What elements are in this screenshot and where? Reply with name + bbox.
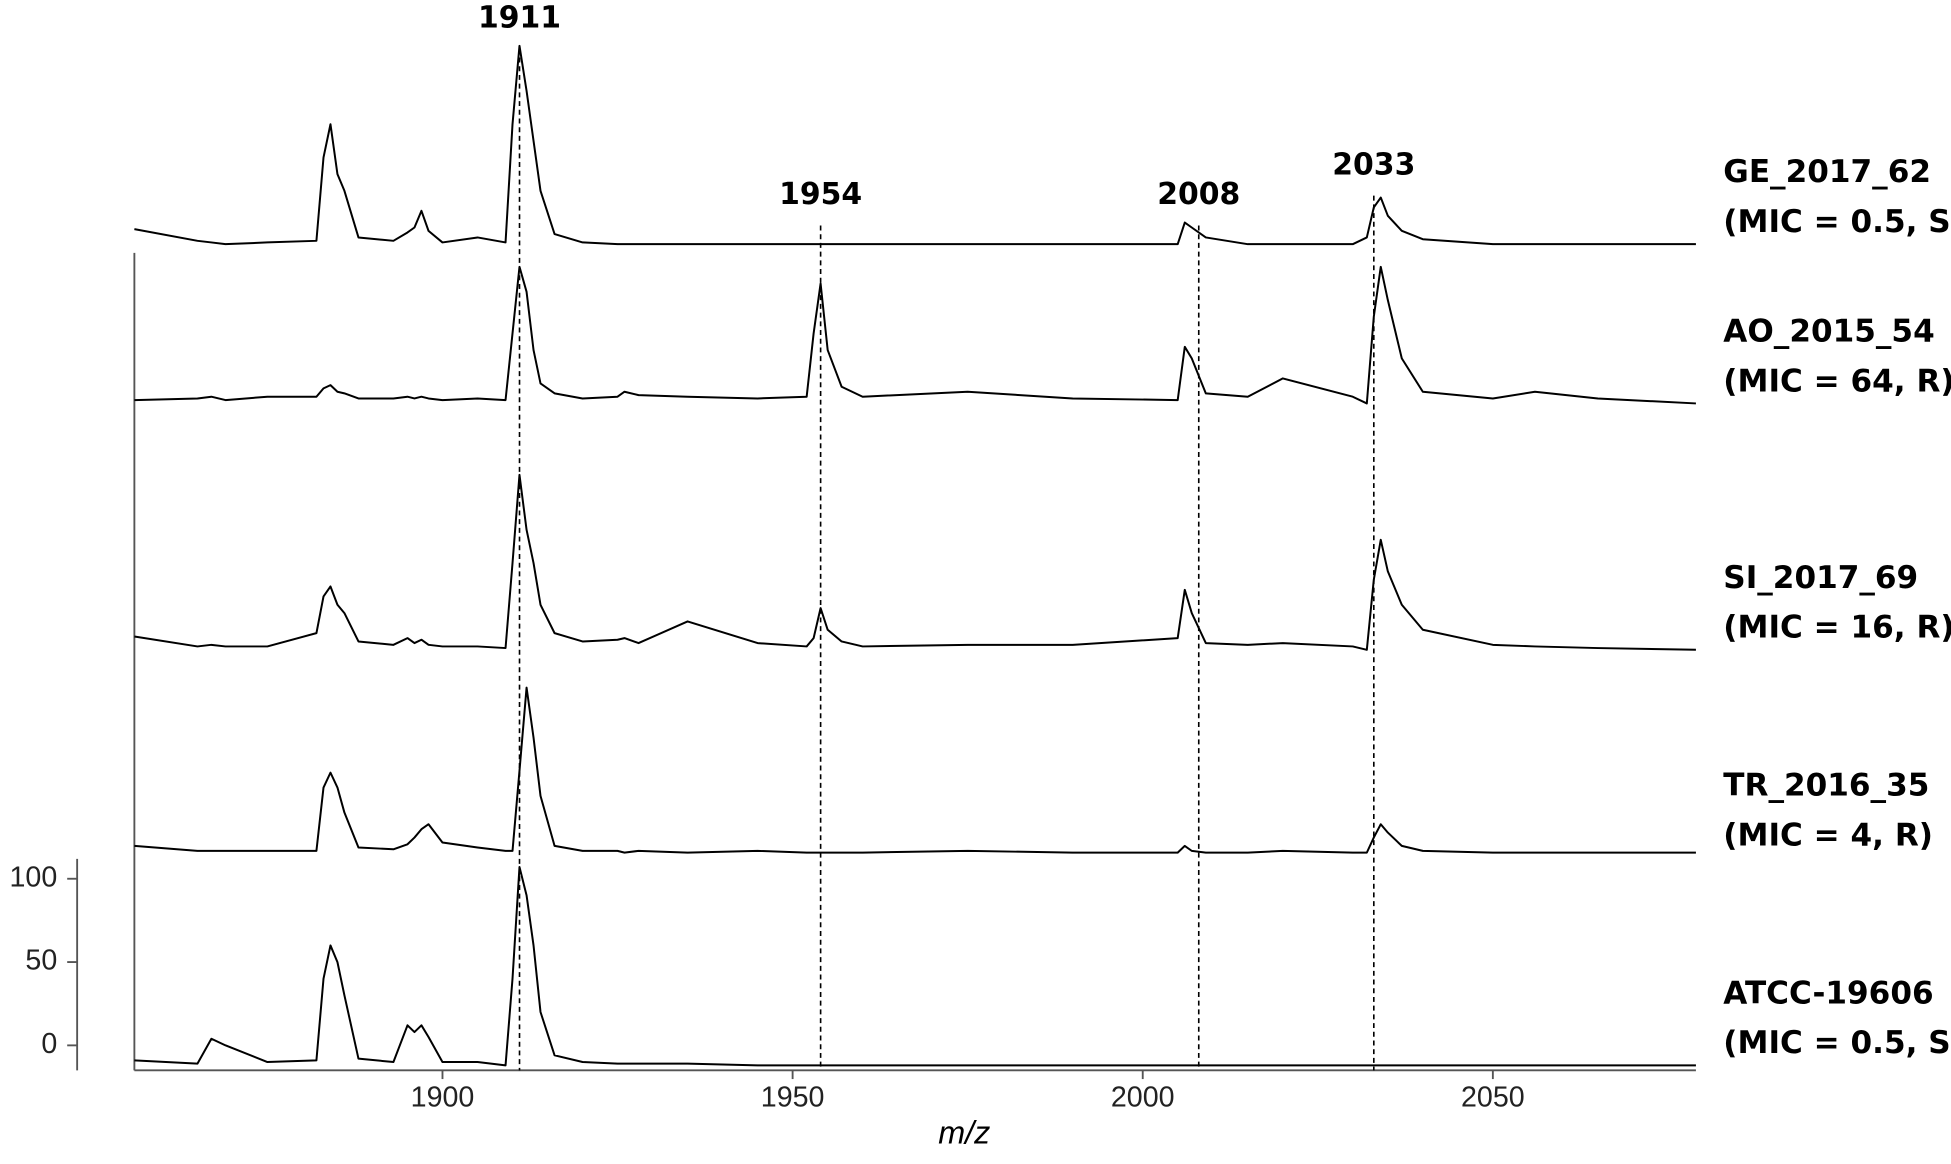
peak-label: 2033 [1332, 147, 1415, 182]
spectrum [134, 866, 1696, 1067]
series-label: TR_2016_35 [1723, 768, 1929, 804]
series-mic: (MIC = 64, R) [1723, 363, 1951, 399]
x-tick-label: 2000 [1111, 1082, 1175, 1114]
series-mic: (MIC = 0.5, S) [1723, 204, 1951, 240]
peak-label: 1954 [779, 177, 862, 212]
spectrum [134, 44, 1696, 246]
spectrum [134, 686, 1696, 854]
peak-label: 1911 [478, 0, 561, 35]
x-axis-label: m/z [938, 1115, 990, 1151]
spectrum [134, 265, 1696, 405]
series-mic: (MIC = 0.5, S) [1723, 1025, 1951, 1061]
spectrum [134, 473, 1696, 651]
x-tick-label: 2050 [1461, 1082, 1525, 1114]
series-label: GE_2017_62 [1723, 154, 1931, 190]
y-tick-label: 0 [41, 1028, 57, 1060]
peak-label: 2008 [1157, 177, 1240, 212]
x-tick-label: 1900 [411, 1082, 475, 1114]
y-tick-label: 50 [25, 945, 57, 977]
y-tick-label: 100 [10, 861, 58, 893]
series-label: AO_2015_54 [1723, 313, 1934, 349]
series-label: ATCC-19606 [1723, 975, 1933, 1011]
series-label: SI_2017_69 [1723, 560, 1918, 596]
series-mic: (MIC = 4, R) [1723, 817, 1933, 853]
series-mic: (MIC = 16, R) [1723, 610, 1951, 646]
x-tick-label: 1950 [761, 1082, 825, 1114]
